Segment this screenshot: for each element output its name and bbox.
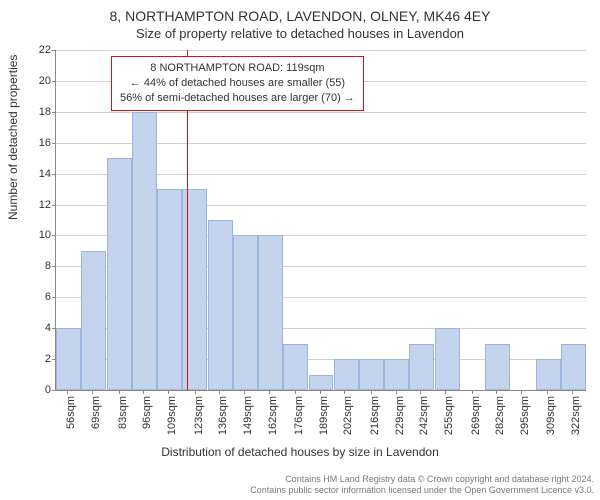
x-tick-mark: [344, 390, 345, 394]
y-tick-label: 12: [26, 199, 51, 211]
histogram-bar: [157, 189, 182, 390]
x-tick-label: 162sqm: [267, 396, 279, 435]
y-tick-label: 20: [26, 75, 51, 87]
histogram-bar: [561, 344, 586, 390]
y-tick-label: 8: [26, 260, 51, 272]
y-tick-label: 4: [26, 322, 51, 334]
x-tick-label: 255sqm: [443, 396, 455, 435]
x-tick-label: 269sqm: [470, 396, 482, 435]
x-tick-mark: [143, 390, 144, 394]
histogram-bar: [409, 344, 434, 390]
histogram-bar: [435, 328, 460, 390]
x-tick-label: 295sqm: [519, 396, 531, 435]
y-tick-label: 0: [26, 384, 51, 396]
x-tick-mark: [396, 390, 397, 394]
x-tick-mark: [92, 390, 93, 394]
footer-line-2: Contains public sector information licen…: [250, 485, 594, 495]
histogram-bar: [536, 359, 561, 390]
y-tick-mark: [52, 50, 56, 51]
x-tick-mark: [269, 390, 270, 394]
x-tick-label: 309sqm: [545, 396, 557, 435]
x-tick-mark: [420, 390, 421, 394]
histogram-bar: [283, 344, 308, 390]
x-tick-mark: [119, 390, 120, 394]
callout-box: 8 NORTHAMPTON ROAD: 119sqm← 44% of detac…: [111, 56, 364, 111]
callout-line-3: 56% of semi-detached houses are larger (…: [120, 91, 355, 106]
y-tick-mark: [52, 297, 56, 298]
chart-title-1: 8, NORTHAMPTON ROAD, LAVENDON, OLNEY, MK…: [0, 8, 600, 24]
x-tick-label: 123sqm: [193, 396, 205, 435]
callout-line-2: ← 44% of detached houses are smaller (55…: [120, 76, 355, 91]
footer-line-1: Contains HM Land Registry data © Crown c…: [285, 474, 594, 484]
x-tick-label: 242sqm: [418, 396, 430, 435]
x-axis-label: Distribution of detached houses by size …: [0, 445, 600, 459]
x-tick-label: 83sqm: [117, 396, 129, 429]
plot-area: 024681012141618202256sqm69sqm83sqm96sqm1…: [55, 50, 586, 391]
callout-line-1: 8 NORTHAMPTON ROAD: 119sqm: [120, 61, 355, 76]
x-tick-mark: [521, 390, 522, 394]
y-axis-label: Number of detached properties: [6, 55, 20, 220]
x-tick-label: 96sqm: [141, 396, 153, 429]
histogram-bar: [81, 251, 106, 390]
x-tick-label: 282sqm: [494, 396, 506, 435]
histogram-bar: [334, 359, 359, 390]
y-tick-label: 14: [26, 168, 51, 180]
y-tick-mark: [52, 235, 56, 236]
histogram-bar: [258, 235, 283, 390]
histogram-bar: [132, 112, 157, 390]
y-tick-mark: [52, 143, 56, 144]
histogram-bar: [309, 375, 334, 390]
x-tick-label: 229sqm: [394, 396, 406, 435]
x-tick-label: 69sqm: [90, 396, 102, 429]
x-tick-label: 136sqm: [217, 396, 229, 435]
y-tick-mark: [52, 266, 56, 267]
x-tick-label: 176sqm: [293, 396, 305, 435]
histogram-bar: [359, 359, 384, 390]
x-tick-label: 149sqm: [242, 396, 254, 435]
gridline: [56, 50, 586, 51]
x-tick-mark: [320, 390, 321, 394]
y-tick-mark: [52, 174, 56, 175]
x-tick-label: 109sqm: [166, 396, 178, 435]
x-tick-label: 56sqm: [65, 396, 77, 429]
x-tick-label: 322sqm: [570, 396, 582, 435]
x-tick-mark: [572, 390, 573, 394]
histogram-bar: [107, 158, 132, 390]
histogram-bar: [208, 220, 233, 390]
x-tick-mark: [496, 390, 497, 394]
x-tick-mark: [244, 390, 245, 394]
histogram-bar: [233, 235, 258, 390]
histogram-bar: [384, 359, 409, 390]
x-tick-mark: [195, 390, 196, 394]
x-tick-mark: [67, 390, 68, 394]
y-tick-label: 22: [26, 44, 51, 56]
y-tick-label: 18: [26, 106, 51, 118]
x-tick-mark: [219, 390, 220, 394]
y-tick-label: 16: [26, 137, 51, 149]
histogram-bar: [56, 328, 81, 390]
y-tick-label: 10: [26, 229, 51, 241]
histogram-bar: [485, 344, 510, 390]
y-tick-mark: [52, 112, 56, 113]
y-tick-mark: [52, 205, 56, 206]
x-tick-mark: [295, 390, 296, 394]
chart-title-2: Size of property relative to detached ho…: [0, 26, 600, 41]
y-tick-mark: [52, 390, 56, 391]
x-tick-mark: [371, 390, 372, 394]
footer-attribution: Contains HM Land Registry data © Crown c…: [0, 474, 594, 497]
x-tick-mark: [472, 390, 473, 394]
y-tick-mark: [52, 81, 56, 82]
x-tick-mark: [445, 390, 446, 394]
x-tick-label: 216sqm: [369, 396, 381, 435]
y-tick-label: 6: [26, 291, 51, 303]
x-tick-label: 189sqm: [318, 396, 330, 435]
y-tick-label: 2: [26, 353, 51, 365]
x-tick-mark: [168, 390, 169, 394]
x-tick-mark: [547, 390, 548, 394]
x-tick-label: 202sqm: [342, 396, 354, 435]
